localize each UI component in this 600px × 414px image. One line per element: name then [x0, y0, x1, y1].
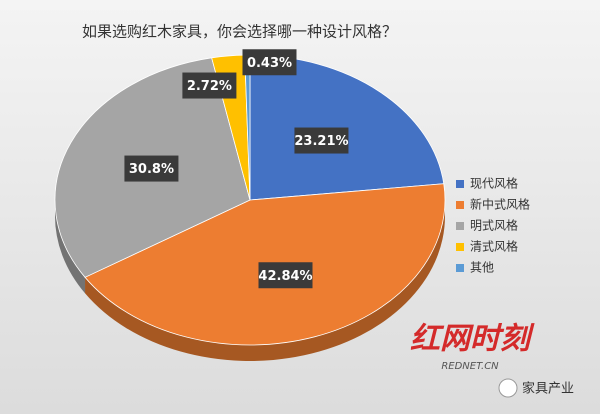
legend-swatch	[456, 264, 464, 272]
legend-swatch	[456, 243, 464, 251]
watermark-account: 家具产业	[522, 381, 574, 397]
legend-swatch	[456, 180, 464, 188]
data-label: 2.72%	[187, 79, 232, 94]
legend-label: 明式风格	[470, 218, 518, 233]
watermark-site: REDNET.CN	[441, 361, 499, 372]
legend-label: 现代风格	[470, 176, 518, 191]
data-label-box	[258, 262, 313, 289]
watermark-logo: 红网时刻	[410, 322, 535, 357]
legend-label: 清式风格	[470, 239, 518, 254]
pie: 23.21% 42.84% 30.8% 2.72% 0.43%	[54, 49, 446, 361]
chart-title: 如果选购红木家具，你会选择哪一种设计风格？	[82, 23, 397, 41]
data-label-box	[242, 49, 297, 76]
legend-label: 其他	[470, 261, 494, 275]
data-label: 23.21%	[294, 134, 348, 149]
data-label-box	[294, 127, 349, 154]
legend-swatch	[456, 201, 464, 209]
data-label: 30.8%	[129, 162, 174, 177]
slice-side	[55, 200, 86, 294]
wechat-icon	[498, 378, 518, 398]
data-label-box	[124, 155, 179, 182]
data-label: 0.43%	[247, 56, 292, 71]
data-label-box	[182, 72, 237, 99]
legend-swatch	[456, 222, 464, 230]
data-label: 42.84%	[258, 269, 312, 284]
legend-label: 新中式风格	[470, 197, 530, 212]
